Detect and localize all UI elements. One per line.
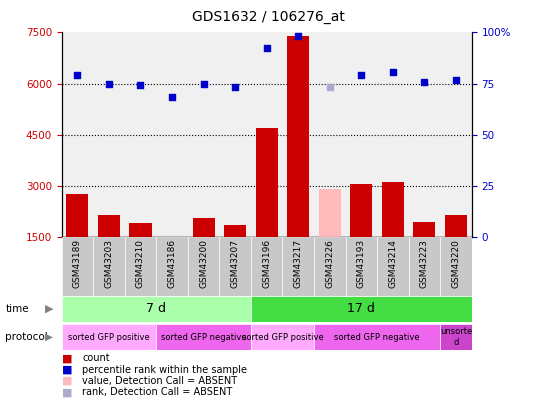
Bar xyxy=(251,324,314,350)
Bar xyxy=(287,36,309,237)
Bar xyxy=(440,237,472,296)
Text: GSM43207: GSM43207 xyxy=(230,239,240,288)
Bar xyxy=(219,237,251,296)
Bar xyxy=(282,237,314,296)
Bar xyxy=(62,324,157,350)
Text: sorted GFP negative: sorted GFP negative xyxy=(161,333,247,342)
Bar xyxy=(377,237,408,296)
Bar xyxy=(445,215,467,237)
Text: ■: ■ xyxy=(62,354,72,363)
Bar xyxy=(382,182,404,237)
Text: sorted GFP positive: sorted GFP positive xyxy=(242,333,323,342)
Point xyxy=(420,79,429,85)
Bar xyxy=(350,184,373,237)
Point xyxy=(73,72,81,78)
Point xyxy=(452,77,460,83)
Bar xyxy=(440,324,472,350)
Bar xyxy=(125,237,157,296)
Text: GSM43214: GSM43214 xyxy=(388,239,397,288)
Point xyxy=(357,72,366,78)
Point xyxy=(199,81,208,87)
Text: sorted GFP negative: sorted GFP negative xyxy=(334,333,420,342)
Text: GSM43210: GSM43210 xyxy=(136,239,145,288)
Bar xyxy=(314,237,346,296)
Bar xyxy=(408,237,440,296)
Point xyxy=(168,94,176,100)
Bar xyxy=(62,296,251,322)
Point xyxy=(105,81,113,87)
Bar xyxy=(66,194,88,237)
Text: GSM43193: GSM43193 xyxy=(357,239,366,288)
Text: value, Detection Call = ABSENT: value, Detection Call = ABSENT xyxy=(82,376,237,386)
Text: count: count xyxy=(82,354,110,363)
Text: ■: ■ xyxy=(62,376,72,386)
Bar xyxy=(93,237,125,296)
Text: ■: ■ xyxy=(62,388,72,397)
Text: GSM43203: GSM43203 xyxy=(105,239,114,288)
Bar xyxy=(346,237,377,296)
Text: sorted GFP positive: sorted GFP positive xyxy=(68,333,150,342)
Point xyxy=(231,84,240,90)
Bar xyxy=(157,237,188,296)
Text: GSM43226: GSM43226 xyxy=(325,239,334,288)
Text: unsorte
d: unsorte d xyxy=(440,328,472,347)
Text: ▶: ▶ xyxy=(44,332,53,342)
Bar xyxy=(251,237,282,296)
Text: 17 d: 17 d xyxy=(347,302,375,315)
Text: GSM43220: GSM43220 xyxy=(451,239,460,288)
Bar xyxy=(413,222,435,237)
Bar xyxy=(188,237,219,296)
Text: GDS1632 / 106276_at: GDS1632 / 106276_at xyxy=(191,10,345,24)
Bar xyxy=(62,237,93,296)
Text: GSM43200: GSM43200 xyxy=(199,239,208,288)
Text: rank, Detection Call = ABSENT: rank, Detection Call = ABSENT xyxy=(82,388,232,397)
Bar xyxy=(256,128,278,237)
Bar xyxy=(98,215,120,237)
Point xyxy=(294,32,302,39)
Bar xyxy=(251,296,472,322)
Text: ■: ■ xyxy=(62,365,72,375)
Text: percentile rank within the sample: percentile rank within the sample xyxy=(82,365,247,375)
Bar xyxy=(319,189,341,237)
Text: GSM43223: GSM43223 xyxy=(420,239,429,288)
Text: GSM43196: GSM43196 xyxy=(262,239,271,288)
Point xyxy=(136,82,145,88)
Point xyxy=(263,45,271,51)
Text: GSM43217: GSM43217 xyxy=(294,239,303,288)
Text: GSM43186: GSM43186 xyxy=(168,239,176,288)
Text: 7 d: 7 d xyxy=(146,302,166,315)
Bar xyxy=(157,324,251,350)
Bar xyxy=(224,225,246,237)
Point xyxy=(325,84,334,90)
Point xyxy=(389,68,397,75)
Bar xyxy=(161,237,183,244)
Bar xyxy=(192,218,214,237)
Text: GSM43189: GSM43189 xyxy=(73,239,82,288)
Bar xyxy=(130,223,152,237)
Text: ▶: ▶ xyxy=(44,304,53,314)
Text: time: time xyxy=(5,304,29,314)
Bar xyxy=(314,324,440,350)
Text: protocol: protocol xyxy=(5,332,48,342)
